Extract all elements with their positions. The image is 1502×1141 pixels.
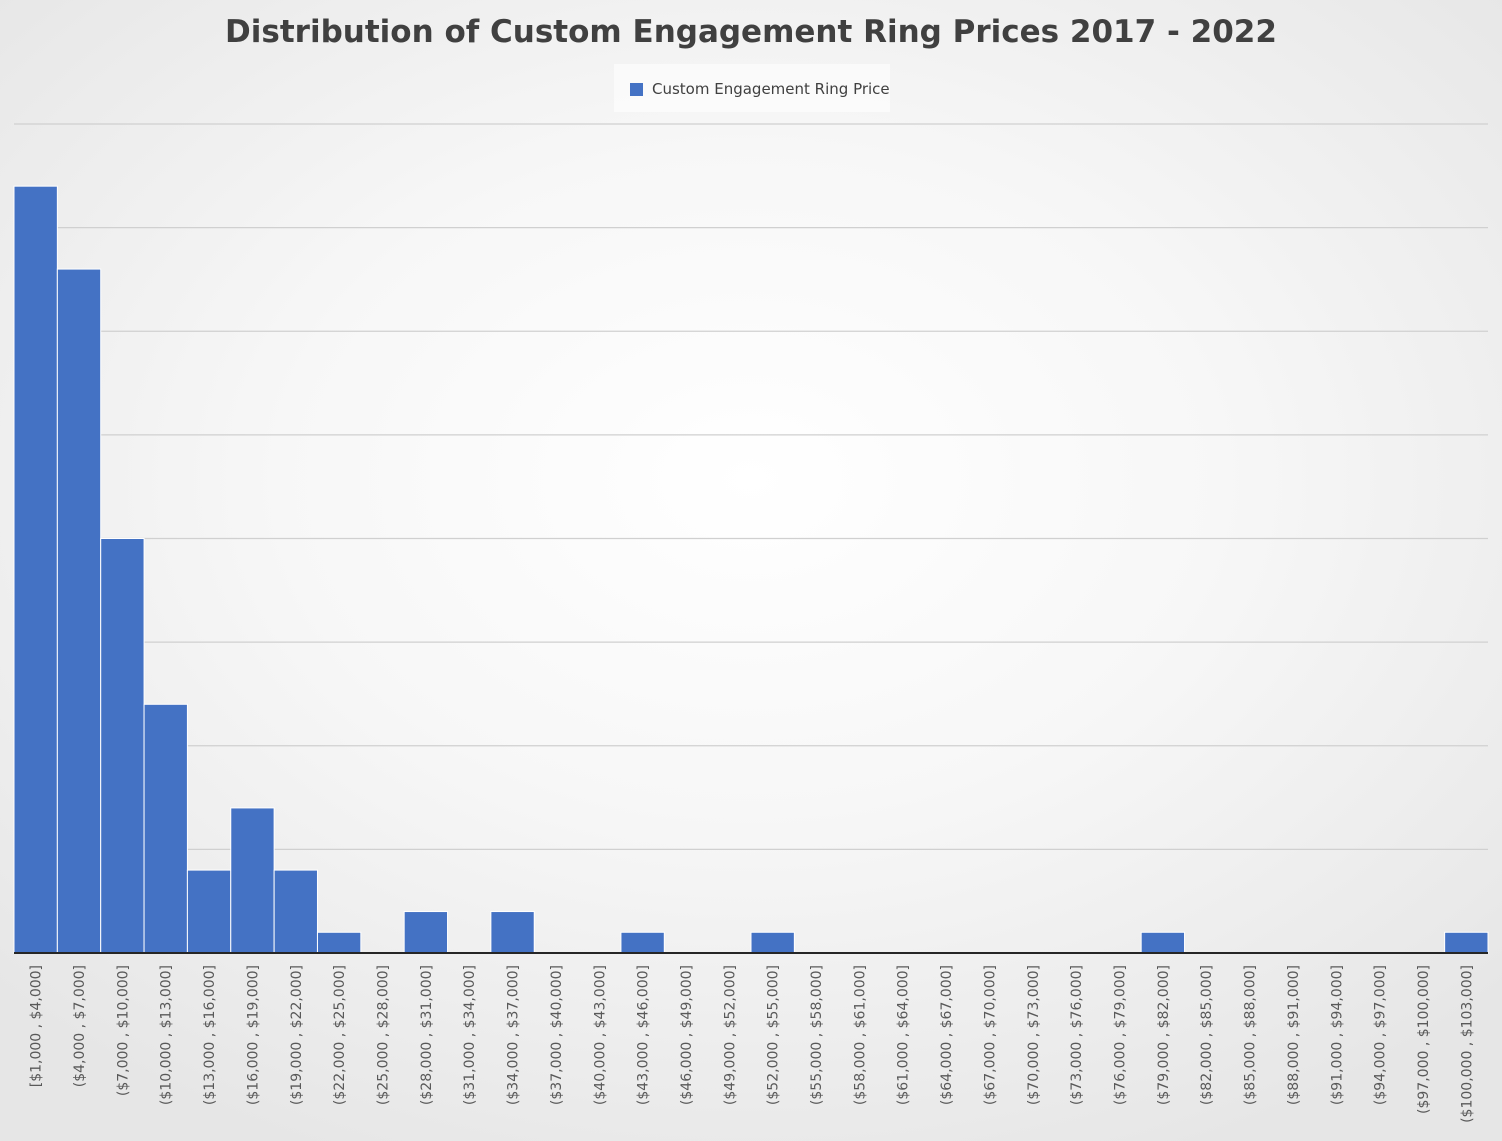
x-tick-label: ($70,000 , $73,000] xyxy=(1026,965,1042,1105)
legend: Custom Engagement Ring Price xyxy=(614,64,890,112)
x-tick-label: ($55,000 , $58,000] xyxy=(809,965,825,1105)
x-tick-label: ($91,000 , $94,000] xyxy=(1329,965,1345,1105)
x-tick-label: ($97,000 , $100,000] xyxy=(1416,965,1432,1114)
bar xyxy=(230,807,275,954)
x-tick-label: ($28,000 , $31,000] xyxy=(419,965,435,1105)
bar xyxy=(273,869,318,954)
x-tick-label: ($40,000 , $43,000] xyxy=(592,965,608,1105)
x-tick-label: ($100,000 , $103,000] xyxy=(1459,965,1475,1123)
legend-swatch xyxy=(630,83,643,96)
x-tick-label: ($64,000 , $67,000] xyxy=(939,965,955,1105)
x-tick-label: ($22,000 , $25,000] xyxy=(332,965,348,1105)
x-tick-label: ($58,000 , $61,000] xyxy=(852,965,868,1105)
bar xyxy=(620,931,665,954)
x-tick-label: ($19,000 , $22,000] xyxy=(289,965,305,1105)
gridlines xyxy=(14,123,1488,850)
x-tick-label: ($10,000 , $13,000] xyxy=(159,965,175,1105)
x-tick-label: ($25,000 , $28,000] xyxy=(376,965,392,1105)
bar xyxy=(490,911,535,954)
bars xyxy=(13,185,1489,954)
bar xyxy=(56,268,102,954)
x-tick-label: ($88,000 , $91,000] xyxy=(1286,965,1302,1105)
chart-title: Distribution of Custom Engagement Ring P… xyxy=(225,14,1277,50)
x-tick-label: ($73,000 , $76,000] xyxy=(1069,965,1085,1105)
bar xyxy=(403,911,449,954)
x-tick-label: ($34,000 , $37,000] xyxy=(506,965,522,1105)
x-tick-label: ($16,000 , $19,000] xyxy=(245,965,261,1105)
bar xyxy=(1444,931,1489,954)
x-tick-label: ($52,000 , $55,000] xyxy=(766,965,782,1105)
x-tick-label: ($49,000 , $52,000] xyxy=(722,965,738,1105)
x-tick-labels: [$1,000 , $4,000] ($4,000 , $7,000] ($7,00… xyxy=(29,965,1476,1123)
x-tick-label: [$1,000 , $4,000] xyxy=(29,965,45,1087)
x-tick-label: ($61,000 , $64,000] xyxy=(896,965,912,1105)
bar xyxy=(143,703,188,954)
x-tick-label: ($37,000 , $40,000] xyxy=(549,965,565,1105)
x-tick-label: ($85,000 , $88,000] xyxy=(1243,965,1259,1105)
bar xyxy=(316,931,362,954)
x-tick-label: ($82,000 , $85,000] xyxy=(1199,965,1215,1105)
x-tick-label: ($31,000 , $34,000] xyxy=(462,965,478,1105)
x-tick-label: ($79,000 , $82,000] xyxy=(1156,965,1172,1105)
x-tick-label: ($7,000 , $10,000] xyxy=(115,965,131,1096)
bar xyxy=(750,931,795,954)
x-tick-label: ($4,000 , $7,000] xyxy=(72,965,88,1087)
bar xyxy=(186,869,232,954)
bar xyxy=(100,538,145,954)
bar xyxy=(1140,931,1186,954)
legend-label: Custom Engagement Ring Price xyxy=(652,80,890,98)
x-tick-label: ($13,000 , $16,000] xyxy=(202,965,218,1105)
x-tick-label: ($43,000 , $46,000] xyxy=(636,965,652,1105)
x-tick-label: ($67,000 , $70,000] xyxy=(982,965,998,1105)
x-tick-label: ($46,000 , $49,000] xyxy=(679,965,695,1105)
bar xyxy=(13,185,58,954)
x-tick-label: ($76,000 , $79,000] xyxy=(1113,965,1129,1105)
x-tick-label: ($94,000 , $97,000] xyxy=(1373,965,1389,1105)
